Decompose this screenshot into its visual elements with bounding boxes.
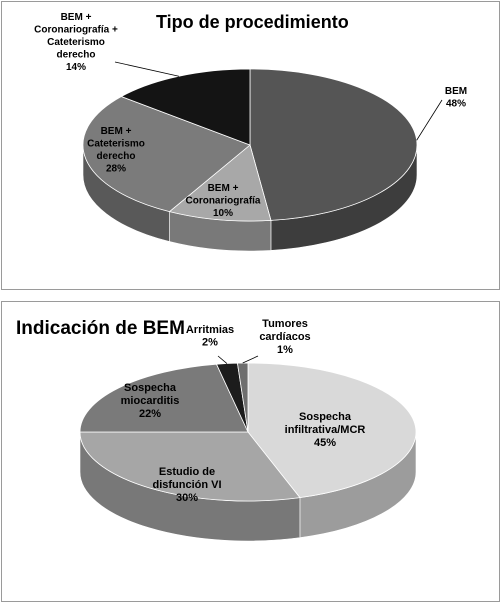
pie-slice-label: Sospecha miocarditis 22% [121,382,180,420]
pie-slice-label: Sospecha infiltrativa/MCR 45% [285,411,366,449]
leader-line [242,355,259,364]
pie-slice [236,362,249,433]
leader-line [217,355,228,364]
pie-slice [168,144,272,222]
pie-slice-label: BEM 48% [445,86,467,110]
pie-chart-panel-procedure: Tipo de procedimiento BEM 48% BEM + Coronar… [1,1,500,290]
pie-chart-panel-indication: Indicación de BEM Sospecha infiltrativa/M… [1,301,500,602]
pie-slice [82,96,251,213]
pie-slice-label: BEM + Cateterismo derecho 28% [87,126,145,175]
pie-slice [79,431,301,502]
pie-slice [249,68,418,221]
pie-tops [82,68,418,222]
pie-chart-procedure: BEM 48% BEM + Coronariografía 10% BEM + Catete… [34,12,467,252]
pie-slice-label: Arritmias 2% [186,324,234,349]
pie-slice [79,363,249,433]
leader-lines [114,61,443,141]
chart-title-procedure: Tipo de procedimiento [156,12,349,32]
pie-slice-label: BEM + Coronariografía + Cateterismo derecho… [34,12,118,73]
leader-lines [217,355,259,364]
pie-labels: Sospecha infiltrativa/MCR 45% Estudio de dis… [121,318,366,504]
pie-chart-indication: Sospecha infiltrativa/MCR 45% Estudio de dis… [79,318,417,542]
pie-slice-label: Tumores cardíacos 1% [259,318,310,356]
leader-line [114,61,179,77]
pie-tops [79,362,417,502]
pie-slice-label: Estudio de disfunción VI 30% [152,466,221,504]
pie-slice-label: BEM + Coronariografía 10% [185,183,260,219]
leader-line [416,99,443,141]
pie-slice [247,362,417,499]
pie-labels: BEM 48% BEM + Coronariografía 10% BEM + Catete… [34,12,467,219]
chart-title-indication: Indicación de BEM [16,318,185,339]
